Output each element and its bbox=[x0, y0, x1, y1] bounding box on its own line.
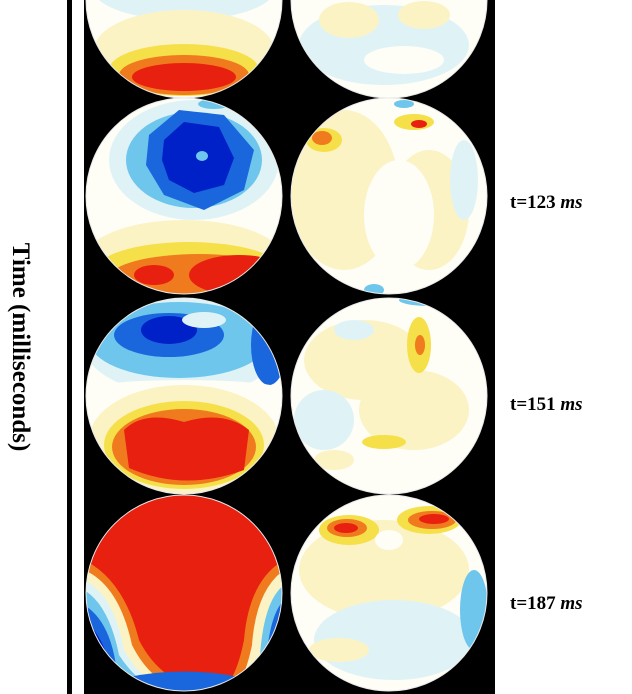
topo-map-row3-left bbox=[86, 495, 282, 691]
topo-map-row2-left bbox=[86, 298, 282, 494]
topography-map-grid bbox=[85, 0, 488, 692]
time-axis-line bbox=[67, 0, 72, 694]
time-label-187: t=187 ms bbox=[510, 593, 583, 615]
time-value: t=123 bbox=[510, 192, 556, 213]
time-unit: ms bbox=[560, 593, 583, 614]
topo-map-row0-left bbox=[86, 0, 282, 98]
time-label-151: t=151 ms bbox=[510, 394, 583, 416]
topo-map-row3-right-outline bbox=[290, 494, 488, 692]
time-unit: ms bbox=[560, 192, 583, 213]
topo-map-row1-right-outline bbox=[290, 97, 488, 295]
topo-map-row3-left-outline bbox=[85, 494, 283, 692]
time-label-123: t=123 ms bbox=[510, 192, 583, 214]
time-value: t=151 bbox=[510, 394, 556, 415]
topo-map-row2-right bbox=[291, 298, 487, 494]
time-unit: ms bbox=[560, 394, 583, 415]
topo-map-row2-right-outline bbox=[290, 297, 488, 495]
time-value: t=187 bbox=[510, 593, 556, 614]
topo-map-row0-right bbox=[291, 0, 487, 98]
time-axis-label: Time (milliseconds) bbox=[7, 242, 34, 452]
topo-map-row1-left-outline bbox=[85, 97, 283, 295]
topography-map-panel bbox=[84, 0, 495, 694]
topo-map-row2-left-outline bbox=[85, 297, 283, 495]
topo-map-row1-right bbox=[291, 98, 487, 294]
topo-map-row3-right bbox=[291, 495, 487, 691]
